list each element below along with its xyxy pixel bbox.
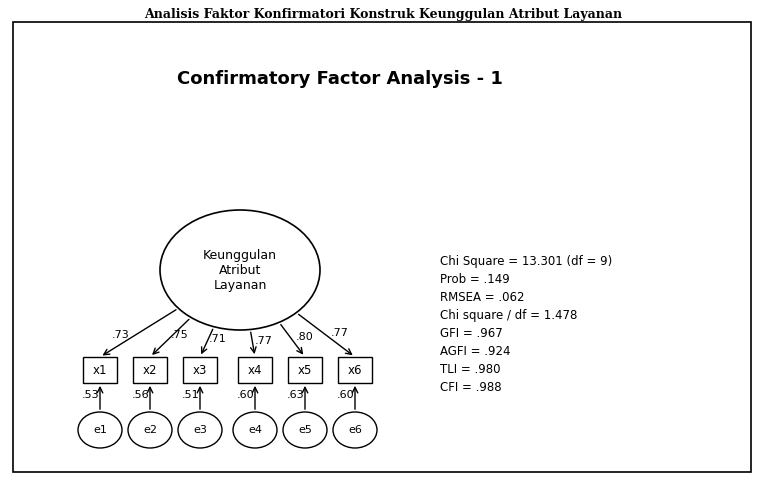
Text: x6: x6 <box>348 363 362 377</box>
Text: .53: .53 <box>81 390 99 399</box>
Ellipse shape <box>233 412 277 448</box>
Text: e6: e6 <box>348 425 362 435</box>
Text: e2: e2 <box>143 425 157 435</box>
Ellipse shape <box>78 412 122 448</box>
Text: RMSEA = .062: RMSEA = .062 <box>440 291 525 304</box>
Text: x3: x3 <box>193 363 207 377</box>
Text: .73: .73 <box>112 330 129 340</box>
Text: CFI = .988: CFI = .988 <box>440 381 502 394</box>
FancyBboxPatch shape <box>83 357 117 383</box>
FancyBboxPatch shape <box>238 357 272 383</box>
Text: Analisis Faktor Konfirmatori Konstruk Keunggulan Atribut Layanan: Analisis Faktor Konfirmatori Konstruk Ke… <box>144 8 622 21</box>
Text: e1: e1 <box>93 425 107 435</box>
Ellipse shape <box>178 412 222 448</box>
Text: e4: e4 <box>248 425 262 435</box>
Text: x1: x1 <box>93 363 107 377</box>
Text: .77: .77 <box>331 328 349 338</box>
Text: AGFI = .924: AGFI = .924 <box>440 345 510 358</box>
Text: Confirmatory Factor Analysis - 1: Confirmatory Factor Analysis - 1 <box>177 70 503 88</box>
Text: Prob = .149: Prob = .149 <box>440 273 509 286</box>
Ellipse shape <box>160 210 320 330</box>
FancyBboxPatch shape <box>288 357 322 383</box>
Text: .80: .80 <box>296 333 313 342</box>
Text: .63: .63 <box>286 390 304 399</box>
Text: .60: .60 <box>237 390 254 399</box>
FancyBboxPatch shape <box>183 357 217 383</box>
Text: Chi square / df = 1.478: Chi square / df = 1.478 <box>440 309 578 322</box>
Text: e5: e5 <box>298 425 312 435</box>
FancyBboxPatch shape <box>133 357 167 383</box>
Text: x4: x4 <box>247 363 262 377</box>
Text: Chi Square = 13.301 (df = 9): Chi Square = 13.301 (df = 9) <box>440 255 612 268</box>
Text: x5: x5 <box>298 363 313 377</box>
Text: .51: .51 <box>182 390 199 399</box>
Text: Keunggulan
Atribut
Layanan: Keunggulan Atribut Layanan <box>203 248 277 291</box>
Text: .71: .71 <box>208 334 226 345</box>
Text: e3: e3 <box>193 425 207 435</box>
Text: .60: .60 <box>336 390 354 399</box>
Text: .77: .77 <box>255 335 273 346</box>
Text: .56: .56 <box>132 390 149 399</box>
Text: GFI = .967: GFI = .967 <box>440 327 502 340</box>
Text: x2: x2 <box>142 363 157 377</box>
Ellipse shape <box>283 412 327 448</box>
Text: .75: .75 <box>170 330 188 340</box>
FancyBboxPatch shape <box>338 357 372 383</box>
Text: TLI = .980: TLI = .980 <box>440 363 500 376</box>
Ellipse shape <box>333 412 377 448</box>
Ellipse shape <box>128 412 172 448</box>
